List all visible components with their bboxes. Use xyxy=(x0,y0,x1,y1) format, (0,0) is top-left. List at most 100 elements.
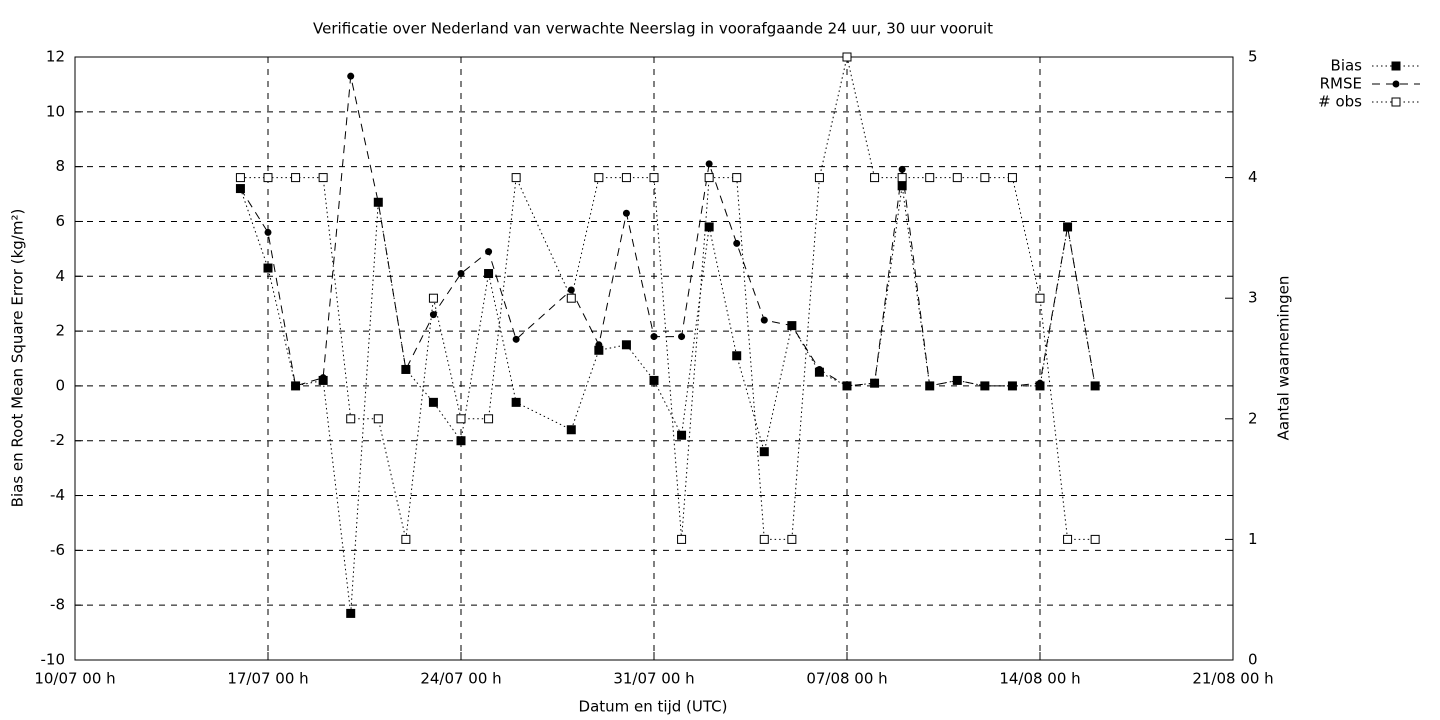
data-point xyxy=(1064,223,1072,231)
series-line xyxy=(240,76,1096,387)
data-point xyxy=(347,72,355,80)
data-point xyxy=(484,414,494,424)
data-point xyxy=(705,160,713,168)
data-point xyxy=(897,173,907,183)
data-point xyxy=(318,173,328,183)
y-tick-label: 0 xyxy=(55,376,65,394)
y2-tick-label: 0 xyxy=(1248,651,1258,669)
data-point xyxy=(898,165,906,173)
chart-title: Verificatie over Nederland van verwachte… xyxy=(313,20,993,38)
series-line xyxy=(239,185,1096,614)
data-point xyxy=(733,239,741,247)
data-point xyxy=(1091,382,1099,390)
data-point xyxy=(622,209,630,217)
data-point xyxy=(787,534,797,544)
data-point xyxy=(346,608,356,618)
data-point xyxy=(484,269,494,279)
plot-frame xyxy=(74,56,1234,661)
data-point xyxy=(649,375,659,385)
data-point xyxy=(815,365,823,373)
data-point xyxy=(760,316,768,324)
data-point xyxy=(843,382,851,390)
data-point xyxy=(871,379,879,387)
data-point xyxy=(732,173,742,183)
legend-label: RMSE xyxy=(1320,75,1362,93)
data-point xyxy=(594,173,604,183)
legend-marker xyxy=(1392,80,1400,88)
data-point xyxy=(814,173,824,183)
x-tick-label: 31/07 00 h xyxy=(613,670,694,688)
data-point xyxy=(759,534,769,544)
y2-tick-label: 2 xyxy=(1248,409,1258,427)
y-tick-label: 2 xyxy=(55,322,65,340)
x-tick-label: 10/07 00 h xyxy=(34,670,115,688)
y-tick-label: 4 xyxy=(55,267,65,285)
data-point xyxy=(566,293,576,303)
data-point xyxy=(456,414,466,424)
y2-tick-label: 1 xyxy=(1248,530,1258,548)
data-point xyxy=(650,333,658,341)
data-point xyxy=(263,173,273,183)
legend-label: # obs xyxy=(1318,93,1362,111)
data-point xyxy=(678,333,686,341)
data-point xyxy=(402,365,410,373)
data-point xyxy=(595,341,603,349)
data-point xyxy=(953,376,961,384)
y-tick-label: 6 xyxy=(55,212,65,230)
data-point xyxy=(621,340,631,350)
y-tick-label: 8 xyxy=(55,157,65,175)
y-tick-label: -8 xyxy=(50,596,65,614)
data-point xyxy=(457,270,465,278)
data-point xyxy=(236,185,244,193)
data-point xyxy=(429,311,437,319)
data-point xyxy=(291,173,301,183)
data-point xyxy=(842,52,852,62)
x-tick-label: 21/08 00 h xyxy=(1192,670,1273,688)
data-point xyxy=(704,173,714,183)
data-point xyxy=(292,382,300,390)
x-tick-label: 17/07 00 h xyxy=(227,670,308,688)
data-point xyxy=(512,335,520,343)
data-point xyxy=(566,425,576,435)
y2-tick-label: 5 xyxy=(1248,48,1258,66)
y-tick-label: 10 xyxy=(46,102,65,120)
data-point xyxy=(649,173,659,183)
data-point xyxy=(1063,534,1073,544)
data-point xyxy=(401,534,411,544)
data-point xyxy=(1007,173,1017,183)
legend-label: Bias xyxy=(1331,57,1363,75)
series-line xyxy=(240,56,1096,540)
data-point xyxy=(621,173,631,183)
data-point xyxy=(567,286,575,294)
data-point xyxy=(788,322,796,330)
data-point xyxy=(428,293,438,303)
data-point xyxy=(1036,379,1044,387)
data-point xyxy=(870,173,880,183)
data-point xyxy=(485,248,493,256)
data-point xyxy=(926,382,934,390)
data-point xyxy=(511,173,521,183)
y-tick-label: -10 xyxy=(41,651,66,669)
data-point xyxy=(373,414,383,424)
y2-tick-label: 3 xyxy=(1248,289,1258,307)
data-point xyxy=(428,397,438,407)
y2-axis-label: Aantal waarnemingen xyxy=(1275,276,1293,441)
y-tick-label: -6 xyxy=(50,541,65,559)
data-point xyxy=(1035,293,1045,303)
x-tick-label: 14/08 00 h xyxy=(999,670,1080,688)
data-point xyxy=(346,414,356,424)
data-point xyxy=(235,173,245,183)
data-point xyxy=(925,173,935,183)
legend-marker xyxy=(1391,97,1401,107)
data-point xyxy=(981,382,989,390)
y-tick-label: -2 xyxy=(50,431,65,449)
data-point xyxy=(263,263,273,273)
x-axis-label: Datum en tijd (UTC) xyxy=(579,698,728,716)
data-point xyxy=(264,228,272,236)
data-point xyxy=(677,430,687,440)
data-point xyxy=(1008,382,1016,390)
data-point xyxy=(952,173,962,183)
data-point xyxy=(732,351,742,361)
